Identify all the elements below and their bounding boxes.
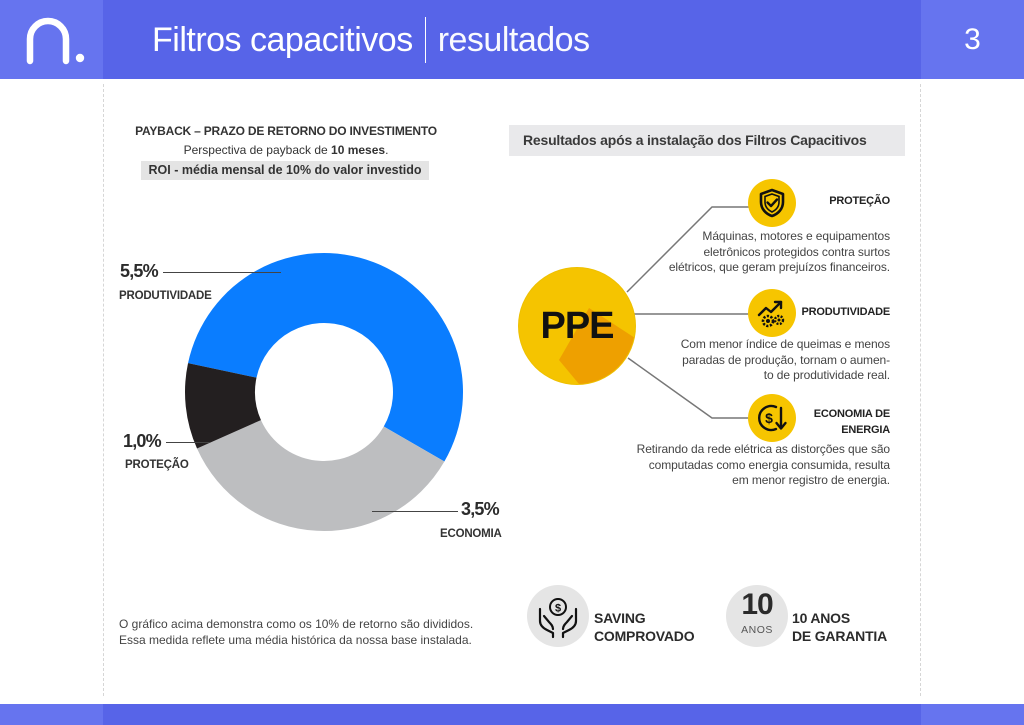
footer-bar [103,704,921,725]
footer-left-block [0,704,103,725]
payback-months: 10 meses [331,143,386,157]
saving-label: SAVING COMPROVADO [594,609,695,645]
svg-text:$: $ [765,410,773,426]
chart-note-line1: O gráfico acima demonstra como os 10% de… [119,617,474,631]
right-divider [920,84,921,696]
footer-right-block [921,704,1024,725]
title-separator [424,17,426,63]
desc-line: Máquinas, motores e equipamentos [702,229,890,243]
title-main: Filtros capacitivos [152,20,413,59]
dollar-down-icon: $ [748,394,796,442]
feature-desc-economia: Retirando da rede elétrica as distorções… [600,442,890,489]
desc-line: paradas de produção, tornam o aumen- [682,352,890,367]
svg-text:$: $ [555,603,561,615]
label-value-protecao: 1,0% [123,431,162,451]
desc-line: em menor registro de energia. [732,473,890,487]
page-title: Filtros capacitivos resultados [152,17,590,63]
donut-chart [184,253,464,531]
donut-slice-produtividade [188,253,464,462]
feature-desc-produtividade: Com menor índice de queimas e menos para… [610,337,890,384]
leader-line-economia [372,511,458,512]
ppe-label: PPE [540,304,614,347]
results-heading: Resultados após a instalação dos Filtros… [509,125,905,156]
donut-slice-proteção [184,363,261,449]
header-right-block [921,0,1024,79]
label-value-produtividade: 5,5% [120,261,159,281]
ppe-badge: PPE [519,268,635,384]
saving-line2: COMPROVADO [594,628,695,644]
header-left-block [0,0,103,79]
brand-n-logo [26,17,85,65]
page-number: 3 [964,22,981,56]
warranty-unit: ANOS [741,624,773,636]
label-cat-protecao: PROTEÇÃO [125,459,189,471]
warranty-line1: 10 ANOS [792,610,850,626]
title-sub: resultados [437,20,590,59]
header-bar [103,0,921,79]
warranty-label: 10 ANOS DE GARANTIA [792,609,887,645]
label-cat-economia: ECONOMIA [440,528,502,540]
payback-title: PAYBACK – PRAZO DE RETORNO DO INVESTIMEN… [135,124,437,138]
shield-check-icon [748,179,796,227]
feature-title-produtividade: PRODUTIVIDADE [801,306,891,318]
desc-line: Retirando da rede elétrica as distorções… [636,442,890,456]
hands-money-icon: $ [538,598,578,639]
donut-slice-economia [197,420,445,531]
payback-subtitle-prefix: Perspectiva de payback de [183,143,332,157]
left-divider [103,84,104,696]
roi-banner: ROI - média mensal de 10% do valor inves… [141,161,429,180]
feature-title-economia: ECONOMIA DE ENERGIA [780,406,890,438]
warranty-number: 10 [741,588,773,621]
chart-note: O gráfico acima demonstra como os 10% de… [119,616,479,648]
feature-desc-protecao: Máquinas, motores e equipamentos eletrôn… [610,229,890,276]
desc-line: elétricos, que geram prejuízos financeir… [668,260,890,274]
saving-badge: $ [527,585,589,647]
saving-line1: SAVING [594,610,646,626]
payback-subtitle: Perspectiva de payback de 10 meses. [110,143,462,157]
title-line: ECONOMIA DE [813,408,890,420]
ppe-shading [559,308,635,384]
desc-line: eletrônicos protegidos contra surtos [703,244,890,259]
desc-line: computadas como energia consumida, resul… [648,457,890,472]
label-value-economia: 3,5% [461,499,500,519]
label-cat-produtividade: PRODUTIVIDADE [119,290,212,302]
growth-gears-icon [748,289,796,337]
desc-line: Com menor índice de queimas e menos [680,337,890,351]
feature-title-protecao: PROTEÇÃO [829,195,890,207]
title-line: ENERGIA [841,424,890,436]
desc-line: to de produtividade real. [763,368,890,382]
payback-subtitle-suffix: . [385,143,389,157]
chart-note-line2: Essa medida reflete uma média histórica … [119,633,472,647]
leader-line-protecao [166,442,210,443]
warranty-badge: 10 ANOS [726,585,788,647]
leader-line-produtividade [163,272,281,273]
warranty-line2: DE GARANTIA [792,628,888,644]
